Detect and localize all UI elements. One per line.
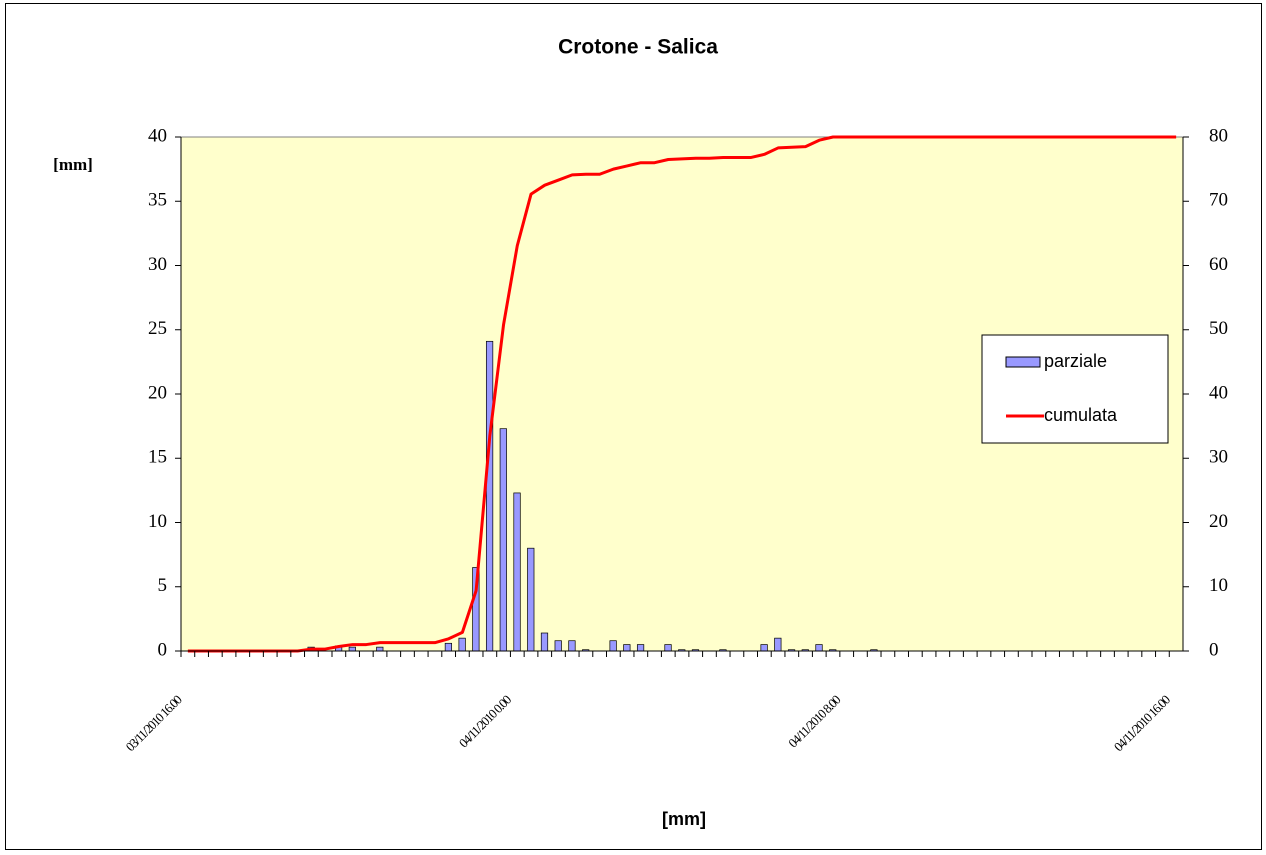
y-tick-label: 0 (158, 639, 168, 660)
bar (527, 547, 535, 652)
legend-label: cumulata (1044, 405, 1118, 425)
y-tick-label: 15 (148, 447, 167, 468)
bar (815, 644, 823, 652)
legend-swatch (1005, 356, 1041, 368)
bar (348, 646, 356, 652)
bar (760, 644, 768, 652)
y-tick-label: 40 (148, 125, 167, 146)
y-axis-label: [mm] (53, 155, 93, 174)
y-tick-label: 25 (148, 318, 167, 339)
bar (513, 492, 521, 652)
x-axis-label: [mm] (662, 809, 706, 829)
bar (623, 644, 631, 652)
y2-tick-label: 80 (1209, 125, 1228, 146)
y2-tick-label: 60 (1209, 254, 1228, 275)
legend-label: parziale (1044, 351, 1107, 371)
bar (609, 640, 617, 652)
y-tick-label: 5 (158, 575, 168, 596)
y2-tick-label: 70 (1209, 190, 1228, 211)
legend-box (981, 334, 1169, 444)
bar (485, 340, 494, 652)
y-tick-label: 20 (148, 382, 167, 403)
bar (636, 644, 645, 652)
bar (444, 642, 453, 652)
bar (458, 637, 466, 652)
chart-title: Crotone - Salica (558, 36, 718, 59)
y2-tick-label: 10 (1209, 575, 1228, 596)
bar (540, 632, 549, 652)
bar (774, 637, 782, 652)
y2-tick-label: 30 (1209, 447, 1228, 468)
bar (664, 644, 672, 652)
y-tick-label: 35 (148, 190, 167, 211)
y2-tick-label: 20 (1209, 511, 1228, 532)
bar (554, 640, 562, 652)
y2-tick-label: 40 (1209, 382, 1228, 403)
bar (376, 646, 384, 652)
bar (499, 428, 507, 652)
y2-tick-label: 0 (1209, 639, 1219, 660)
bar (568, 640, 576, 652)
y-tick-label: 30 (148, 254, 167, 275)
line (187, 135, 1177, 653)
y2-tick-label: 50 (1209, 318, 1228, 339)
y-tick-label: 10 (148, 511, 167, 532)
